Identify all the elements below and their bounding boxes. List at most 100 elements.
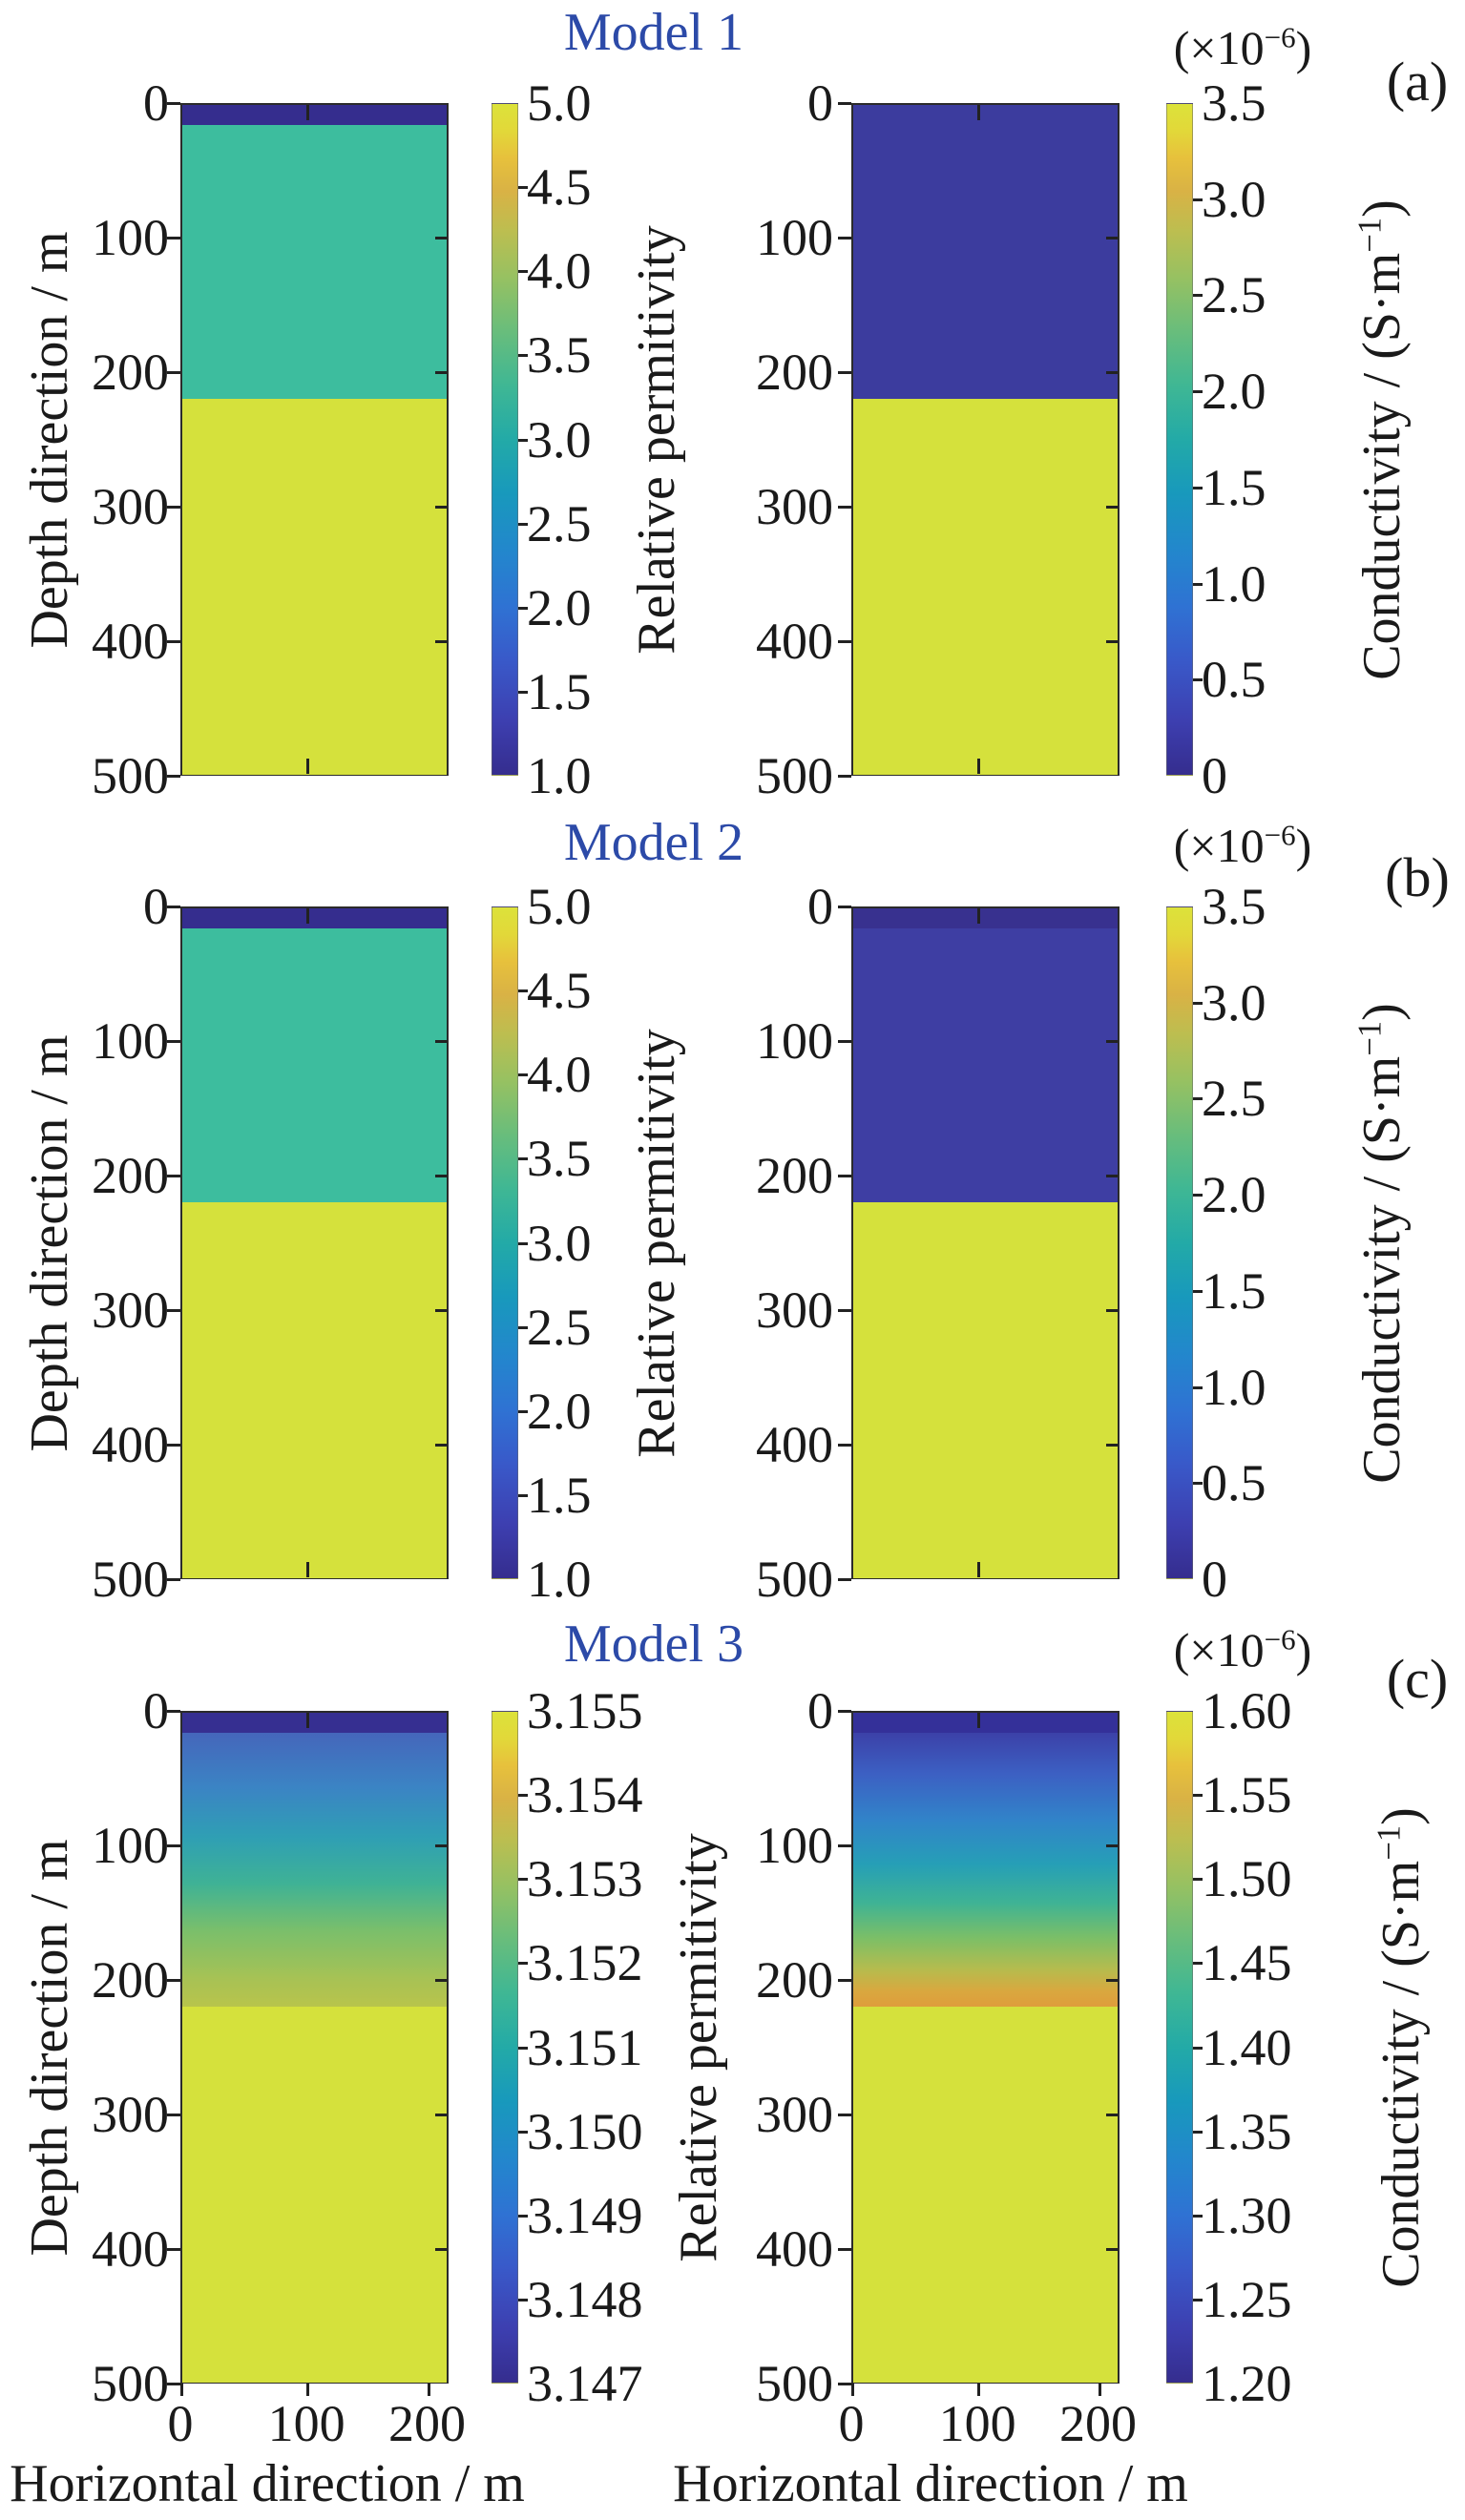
- heatmap-layer-model2-relative-permittivity-1: [182, 928, 447, 1204]
- y-tick-label: 100: [92, 209, 169, 266]
- panel-b-title: Model 2: [563, 813, 744, 872]
- colorbar-tick-label: 3.151: [527, 2018, 643, 2076]
- y-axis-tick-right: [435, 1979, 447, 1982]
- x-axis-bottom-tick: [977, 759, 981, 774]
- y-axis-tick-right: [435, 1309, 447, 1312]
- colorbar-tick: [518, 2298, 528, 2301]
- colorbar-tick-label: 1.60: [1202, 1682, 1292, 1739]
- horizontal-axis-label-right: Horizontal direction / m: [673, 2454, 1188, 2513]
- colorbar-tick-label: 3.5: [1202, 878, 1266, 935]
- y-axis-tick: [838, 1710, 851, 1713]
- colorbar-tick: [1193, 1097, 1203, 1101]
- colorbar-tick: [1193, 2046, 1203, 2050]
- y-tick-label: 200: [92, 1147, 169, 1204]
- scale-exponent-note: (×10−6): [1173, 1622, 1312, 1677]
- y-axis-tick: [838, 102, 851, 105]
- y-tick-label: 500: [756, 747, 833, 804]
- colorbar-tick: [518, 1962, 528, 1966]
- y-tick-label: 400: [756, 1416, 833, 1473]
- colorbar-tick: [518, 989, 528, 993]
- heatmap-layer-model3-relative-permittivity-1: [182, 1733, 447, 2009]
- conductivity-colorbar-label: Conductivity / (S·m−1): [1350, 1002, 1412, 1484]
- panel-letter-b: (b): [1385, 846, 1450, 908]
- y-axis-tick: [167, 1309, 180, 1312]
- y-tick-label: 100: [756, 1817, 833, 1874]
- y-axis-tick: [838, 237, 851, 240]
- y-axis-tick-right: [435, 640, 447, 643]
- permittivity-colorbar-label: Relative permitivity: [627, 1028, 686, 1458]
- colorbar-tick: [1193, 1482, 1203, 1486]
- x-axis-top-tick: [306, 908, 310, 924]
- colorbar-tick: [1193, 1962, 1203, 1966]
- y-axis-tick-right: [1106, 2248, 1118, 2251]
- y-axis-tick-right: [1106, 1040, 1118, 1043]
- y-tick-label: 400: [92, 1416, 169, 1473]
- y-axis-tick: [167, 1444, 180, 1447]
- depth-axis-label: Depth direction / m: [20, 230, 79, 649]
- y-axis-tick: [838, 1444, 851, 1447]
- colorbar-tick-label: 3.153: [527, 1850, 643, 1908]
- y-axis-tick: [167, 102, 180, 105]
- y-tick-label: 300: [756, 2086, 833, 2143]
- y-tick-label: 100: [756, 1012, 833, 1070]
- y-axis-tick: [838, 2248, 851, 2251]
- colorbar-tick: [518, 186, 528, 190]
- y-axis-tick-right: [1106, 237, 1118, 240]
- y-axis-tick-right: [1106, 371, 1118, 374]
- y-tick-label: 0: [807, 74, 833, 132]
- y-axis-tick-right: [435, 1175, 447, 1177]
- heatmap-layer-model1-relative-permittivity-1: [182, 125, 447, 401]
- colorbar-tick-label: 3.0: [527, 410, 592, 469]
- scale-exponent-note: (×10−6): [1173, 818, 1312, 872]
- colorbar-tick-label: 1.25: [1202, 2270, 1292, 2328]
- y-tick-label: 400: [756, 613, 833, 670]
- colorbar-tick: [518, 1325, 528, 1329]
- depth-axis-label: Depth direction / m: [20, 1838, 79, 2257]
- y-tick-label: 0: [807, 1682, 833, 1739]
- colorbar-tick: [1193, 390, 1203, 394]
- y-tick-label: 200: [756, 1951, 833, 2009]
- x-tick-label: 0: [167, 2395, 194, 2452]
- heatmap-layer-model3-relative-permittivity-0: [182, 1713, 447, 1735]
- y-tick-label: 500: [92, 2355, 169, 2412]
- colorbar-tick: [1193, 486, 1203, 489]
- x-tick-label: 0: [838, 2395, 865, 2452]
- panel-letter-a: (a): [1386, 51, 1449, 113]
- heatmap-model3-relative-permittivity: [180, 1711, 449, 2384]
- y-axis-tick-right: [435, 371, 447, 374]
- colorbar-tick-label: 1.30: [1202, 2186, 1292, 2244]
- colorbar-tick-label: 3.154: [527, 1766, 643, 1824]
- colorbar-tick-label: 4.5: [527, 962, 592, 1020]
- y-tick-label: 500: [756, 2355, 833, 2412]
- heatmap-layer-model2-relative-permittivity-0: [182, 908, 447, 930]
- y-axis-tick-right: [1106, 640, 1118, 643]
- y-axis-tick-right: [1106, 1979, 1118, 1982]
- colorbar-model3-conductivity: [1166, 1711, 1193, 2384]
- x-axis-top-tick: [306, 1713, 310, 1728]
- permittivity-colorbar-label: Relative permitivity: [627, 224, 686, 655]
- colorbar-tick: [518, 2130, 528, 2134]
- y-axis-tick: [167, 1979, 180, 1982]
- colorbar-model3-relative-permittivity: [492, 1711, 518, 2384]
- heatmap-model2-relative-permittivity: [180, 906, 449, 1579]
- colorbar-tick: [1193, 1001, 1203, 1005]
- colorbar-model2-conductivity: [1166, 906, 1193, 1579]
- y-axis-tick: [167, 640, 180, 643]
- colorbar-tick: [518, 1241, 528, 1245]
- x-axis-bottom-tick: [306, 1562, 310, 1577]
- y-axis-tick: [838, 1040, 851, 1043]
- y-axis-tick: [838, 906, 851, 908]
- y-tick-label: 100: [756, 209, 833, 266]
- y-tick-label: 200: [92, 1951, 169, 2009]
- colorbar-tick: [1193, 1289, 1203, 1293]
- y-tick-label: 0: [143, 74, 169, 132]
- colorbar-tick-label: 1.5: [1202, 458, 1266, 516]
- colorbar-tick-label: 3.150: [527, 2102, 643, 2160]
- colorbar-tick-label: 1.5: [1202, 1261, 1266, 1320]
- colorbar-tick-label: 0.5: [1202, 1454, 1266, 1512]
- heatmap-layer-model3-conductivity-0: [853, 1713, 1118, 1735]
- x-axis-bottom-tick: [977, 1562, 981, 1577]
- colorbar-tick: [518, 606, 528, 610]
- x-axis-top-tick: [977, 908, 981, 924]
